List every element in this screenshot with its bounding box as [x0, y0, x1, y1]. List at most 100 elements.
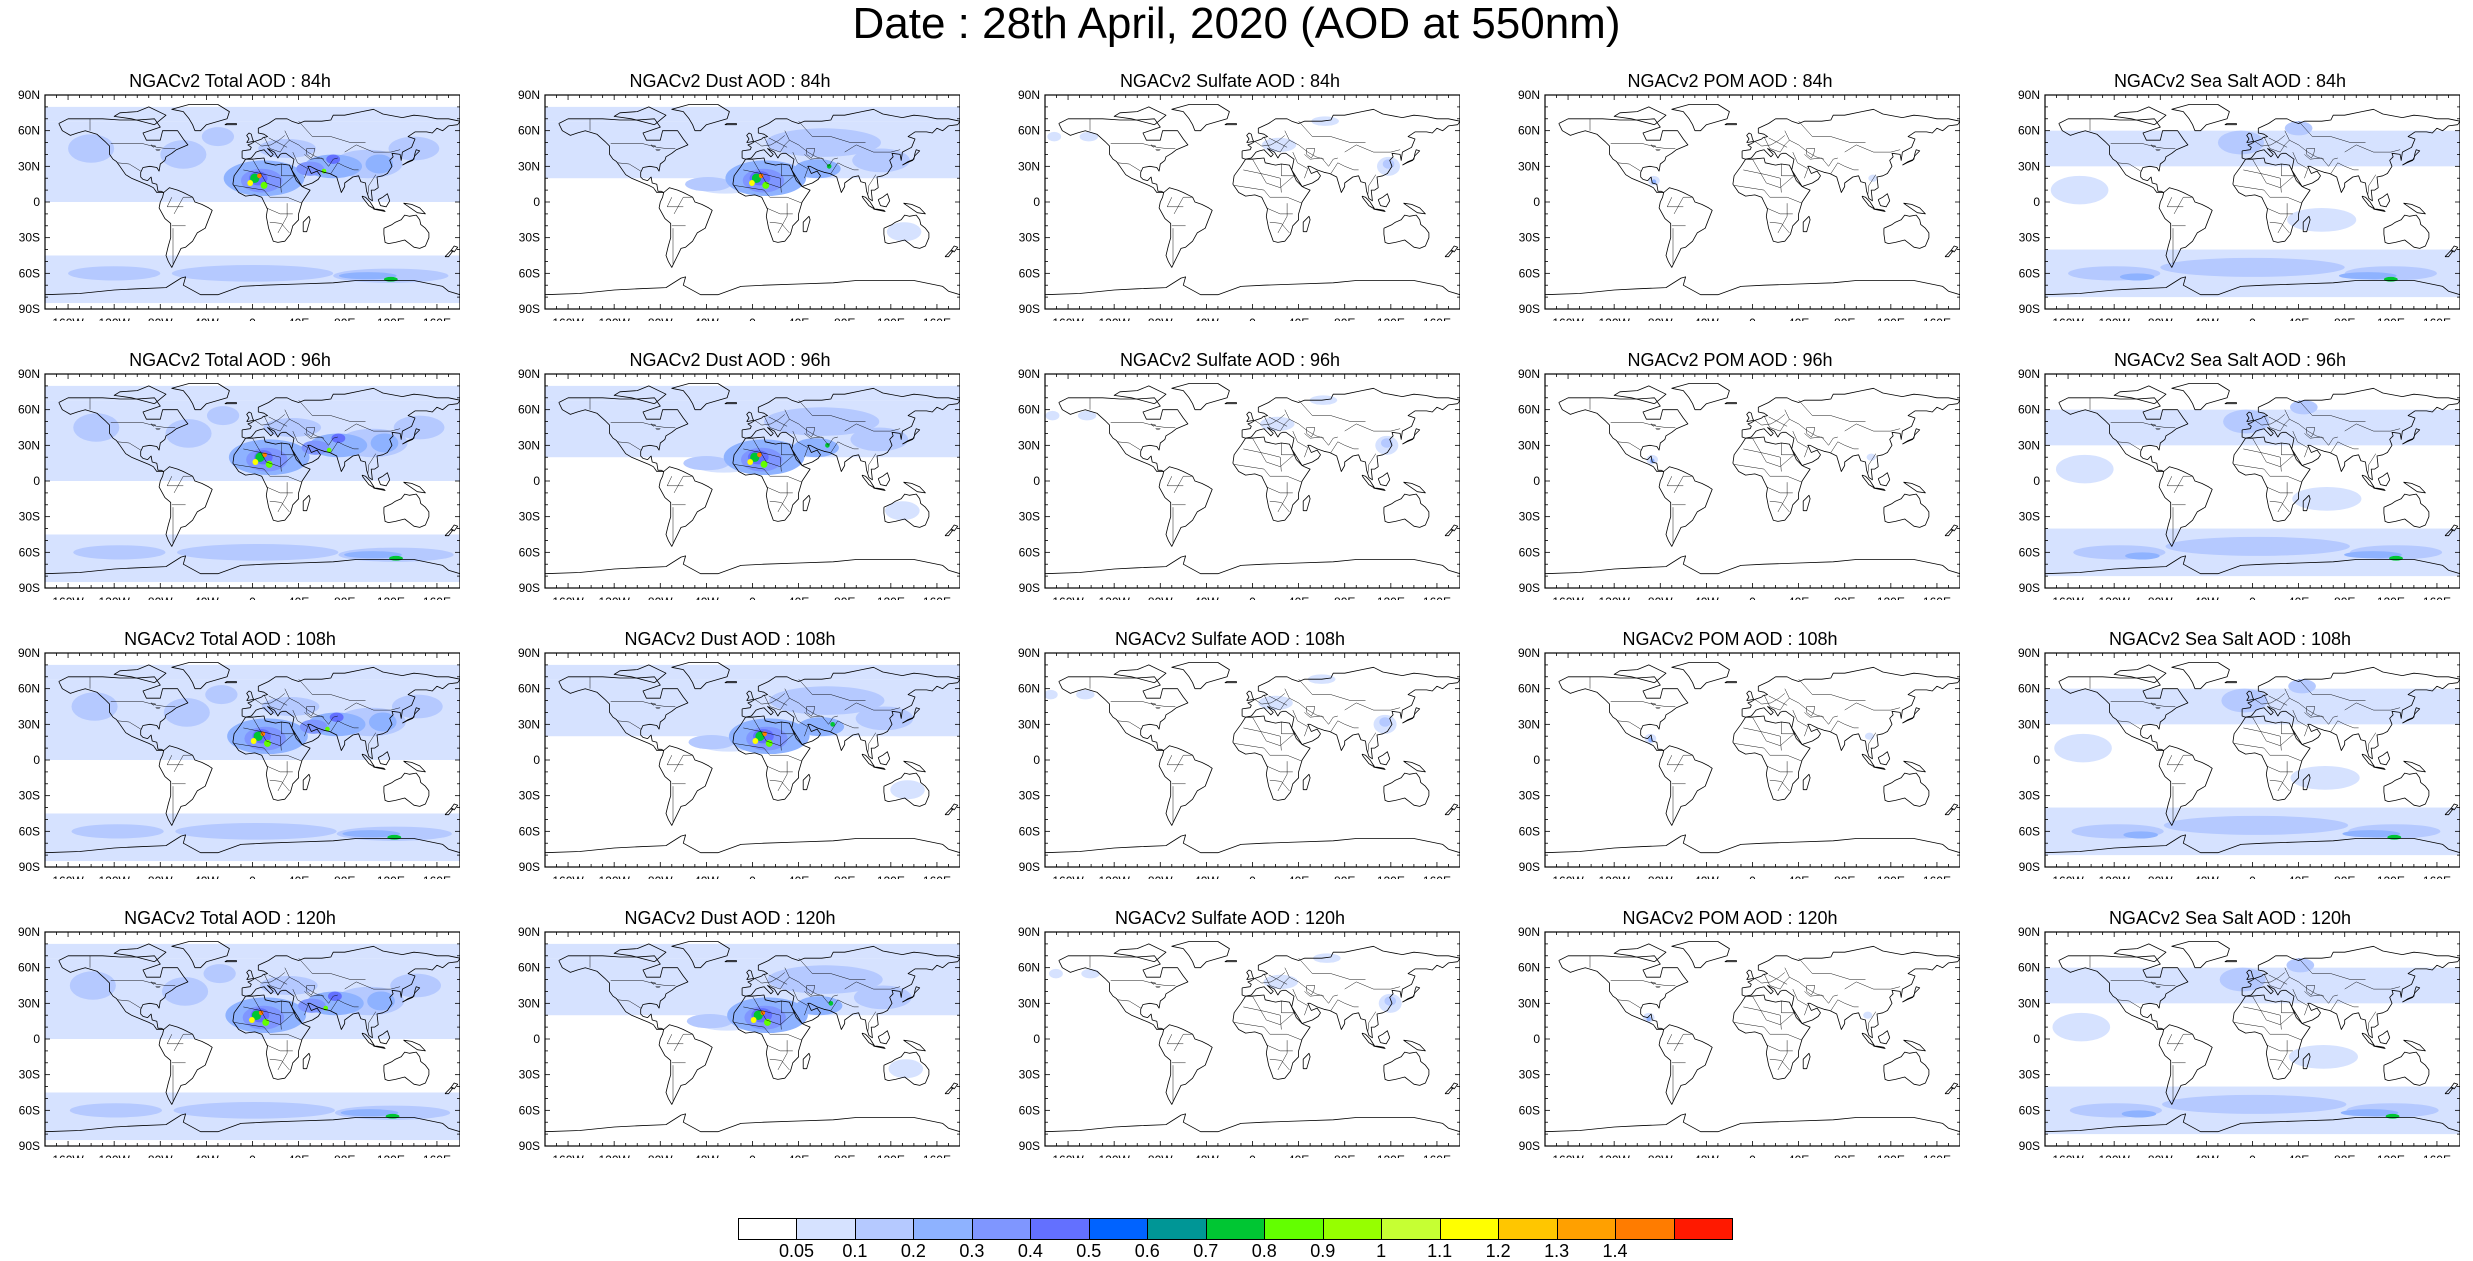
- border: [617, 720, 641, 730]
- border: [1243, 1006, 1282, 1030]
- border: [252, 717, 295, 746]
- aod-field: [45, 664, 460, 862]
- lat-tick-label: 30S: [19, 231, 40, 245]
- border: [344, 981, 401, 990]
- lat-tick-label: 0: [1533, 753, 1540, 767]
- aod-contour: [329, 712, 344, 722]
- border: [263, 694, 290, 711]
- aod-contour: [2344, 551, 2402, 559]
- border: [2344, 981, 2401, 990]
- lon-tick-label: 80E: [834, 316, 855, 321]
- border: [1292, 989, 1309, 1016]
- border: [781, 164, 796, 177]
- aod-contour: [2223, 409, 2270, 434]
- aod-map: 90N 60N 30N 0 30S 60S 90S 160W 120W 80W 40W 0 40E 80E…: [518, 646, 960, 879]
- colorbar-swatch: [1498, 1218, 1558, 1240]
- coastline: [2113, 106, 2167, 126]
- border: [610, 701, 676, 707]
- aod-contour: [173, 1102, 335, 1119]
- aod-map: 90N 60N 30N 0 30S 60S 90S 160W 120W 80W 40W 0 40E 80E…: [518, 925, 960, 1158]
- aod-map: 90N 60N 30N 0 30S 60S 90S 160W 120W 80W 40W 0 40E 80E…: [18, 925, 460, 1158]
- lon-tick-label: 0: [1749, 595, 1756, 600]
- lat-tick-label: 90S: [519, 581, 540, 595]
- aod-contour: [852, 148, 910, 173]
- border: [1798, 958, 1866, 980]
- lat-tick-label: 90N: [1018, 646, 1040, 660]
- border: [2110, 422, 2176, 428]
- border: [2234, 464, 2303, 483]
- coastline: [2246, 690, 2255, 701]
- border: [830, 162, 859, 174]
- aod-contour: [344, 551, 402, 559]
- border: [1867, 174, 1876, 195]
- border: [1277, 482, 1288, 513]
- border: [1252, 159, 1295, 188]
- coastline: [1302, 1052, 1311, 1070]
- lat-tick-label: 90S: [1019, 1139, 1040, 1153]
- border: [268, 416, 288, 427]
- border: [867, 1011, 876, 1032]
- border: [1752, 438, 1795, 467]
- lake: [1650, 981, 1657, 985]
- lat-tick-label: 60S: [2019, 824, 2040, 838]
- lat-tick-label: 30N: [1018, 717, 1040, 731]
- lon-tick-label: 80W: [2148, 595, 2173, 600]
- coastline: [2444, 1087, 2454, 1095]
- border: [1268, 416, 1288, 427]
- lat-tick-label: 60N: [18, 961, 40, 975]
- border: [292, 431, 309, 458]
- lon-tick-label: 80E: [1834, 595, 1855, 600]
- coastline: [1877, 193, 1891, 208]
- border: [1298, 121, 1366, 143]
- lon-tick-label: 120E: [1377, 874, 1405, 879]
- lat-tick-label: 0: [1033, 474, 1040, 488]
- aod-field: [2045, 400, 2460, 577]
- country-borders: [2089, 118, 2401, 264]
- lon-tick-label: 40W: [194, 595, 219, 600]
- aod-contour: [1076, 689, 1095, 700]
- coastline: [877, 751, 891, 766]
- coastline: [158, 466, 213, 547]
- map-frame: [1544, 373, 1960, 589]
- lat-tick-label: 90N: [1518, 925, 1540, 939]
- coastline: [1802, 1052, 1811, 1070]
- axis-ticks: [44, 931, 460, 1147]
- coastline: [1361, 753, 1376, 768]
- lat-tick-label: 90N: [18, 88, 40, 102]
- lon-tick-label: 80W: [1148, 1153, 1173, 1158]
- border: [768, 974, 788, 985]
- coastline: [944, 808, 954, 816]
- border: [781, 443, 796, 456]
- coastline: [302, 773, 311, 791]
- border: [1768, 974, 1788, 985]
- border: [798, 121, 866, 143]
- border: [804, 712, 838, 725]
- coastline: [45, 834, 460, 854]
- border: [777, 203, 788, 234]
- border: [1173, 475, 1193, 494]
- border: [2269, 1058, 2290, 1071]
- panel-title: NGACv2 Sea Salt AOD : 96h: [2113, 350, 2347, 370]
- border: [734, 185, 803, 204]
- border: [2284, 130, 2325, 160]
- coastline: [1383, 493, 1430, 528]
- aod-contour: [69, 971, 116, 1000]
- coastline: [1444, 250, 1454, 258]
- lat-tick-label: 90N: [518, 925, 540, 939]
- lat-tick-label: 0: [1033, 753, 1040, 767]
- lon-tick-label: 120E: [1877, 874, 1905, 879]
- coastline: [2158, 187, 2213, 268]
- border: [1281, 1001, 1296, 1014]
- lat-tick-label: 30S: [1519, 231, 1540, 245]
- aod-contour: [686, 1014, 733, 1029]
- lat-tick-label: 90S: [19, 1139, 40, 1153]
- aod-field: [1049, 953, 1402, 1013]
- lon-tick-label: 40E: [788, 1153, 809, 1158]
- coastline: [1877, 472, 1891, 487]
- lake: [2150, 702, 2157, 706]
- lon-tick-label: 120E: [2377, 316, 2405, 321]
- lat-tick-label: 90S: [2019, 1139, 2040, 1153]
- border: [1844, 144, 1901, 153]
- lon-tick-label: 160E: [423, 595, 451, 600]
- border: [1284, 688, 1325, 718]
